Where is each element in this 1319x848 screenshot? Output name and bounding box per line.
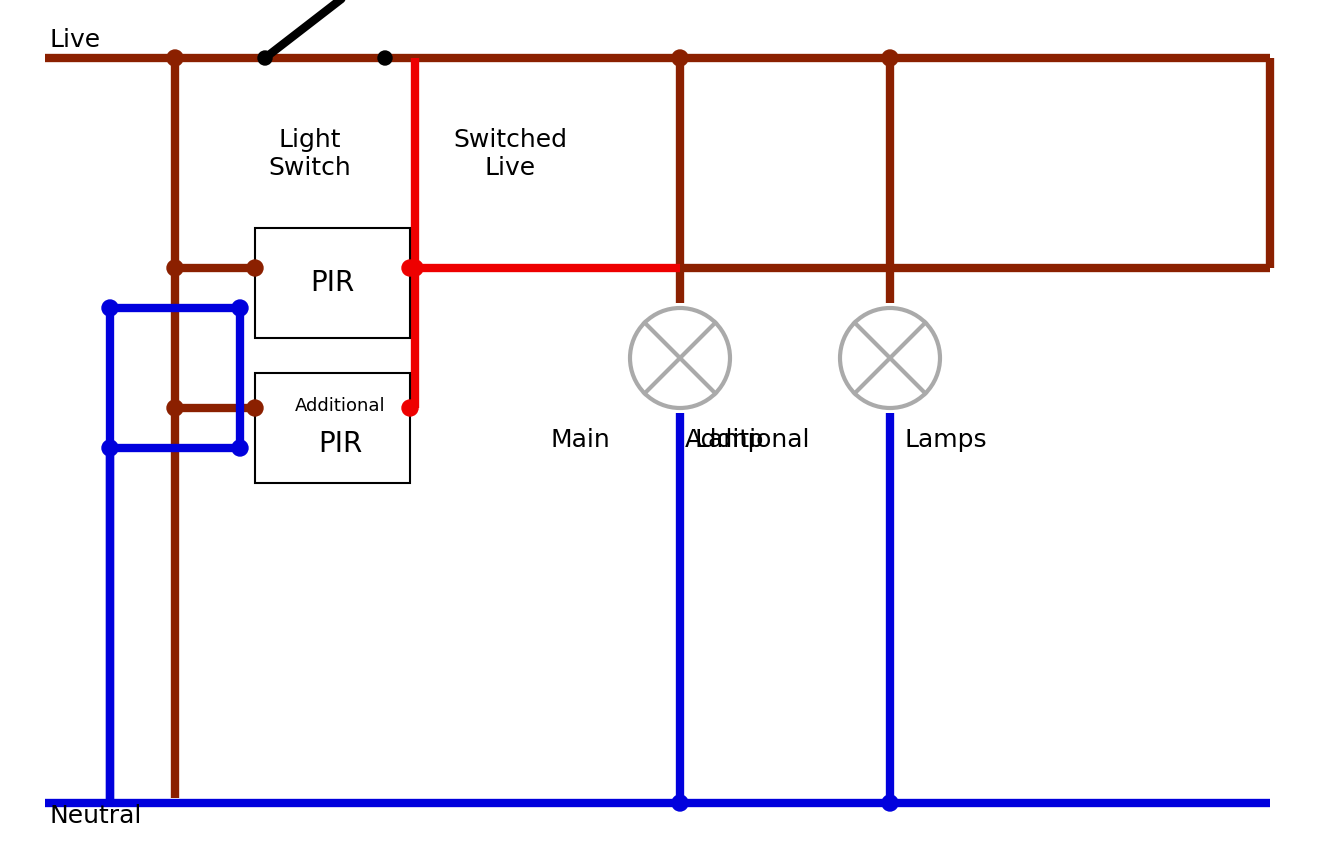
Bar [255,228,410,338]
Circle shape [882,795,898,811]
Bar [255,373,410,483]
Text: Additional: Additional [295,397,385,415]
Text: Light
Switch: Light Switch [269,128,351,180]
Circle shape [630,308,729,408]
Circle shape [247,400,262,416]
Circle shape [168,400,183,416]
Circle shape [671,795,689,811]
Circle shape [840,308,940,408]
Circle shape [671,50,689,66]
Circle shape [168,50,183,66]
Circle shape [402,400,418,416]
Circle shape [102,300,117,316]
Circle shape [232,300,248,316]
Circle shape [882,50,898,66]
Circle shape [402,260,418,276]
Text: PIR: PIR [310,269,355,297]
Circle shape [247,260,262,276]
Text: Live: Live [50,28,102,52]
Text: Neutral: Neutral [50,804,142,828]
Text: Main: Main [550,428,609,452]
Circle shape [259,51,272,65]
Text: Lamps: Lamps [905,428,988,452]
Circle shape [168,260,183,276]
Circle shape [408,260,423,276]
Text: PIR: PIR [318,431,363,459]
Text: Switched
Live: Switched Live [452,128,567,180]
Circle shape [102,440,117,456]
Circle shape [232,440,248,456]
Text: Lamp: Lamp [695,428,765,452]
Text: Additional: Additional [685,428,810,452]
Circle shape [379,51,392,65]
